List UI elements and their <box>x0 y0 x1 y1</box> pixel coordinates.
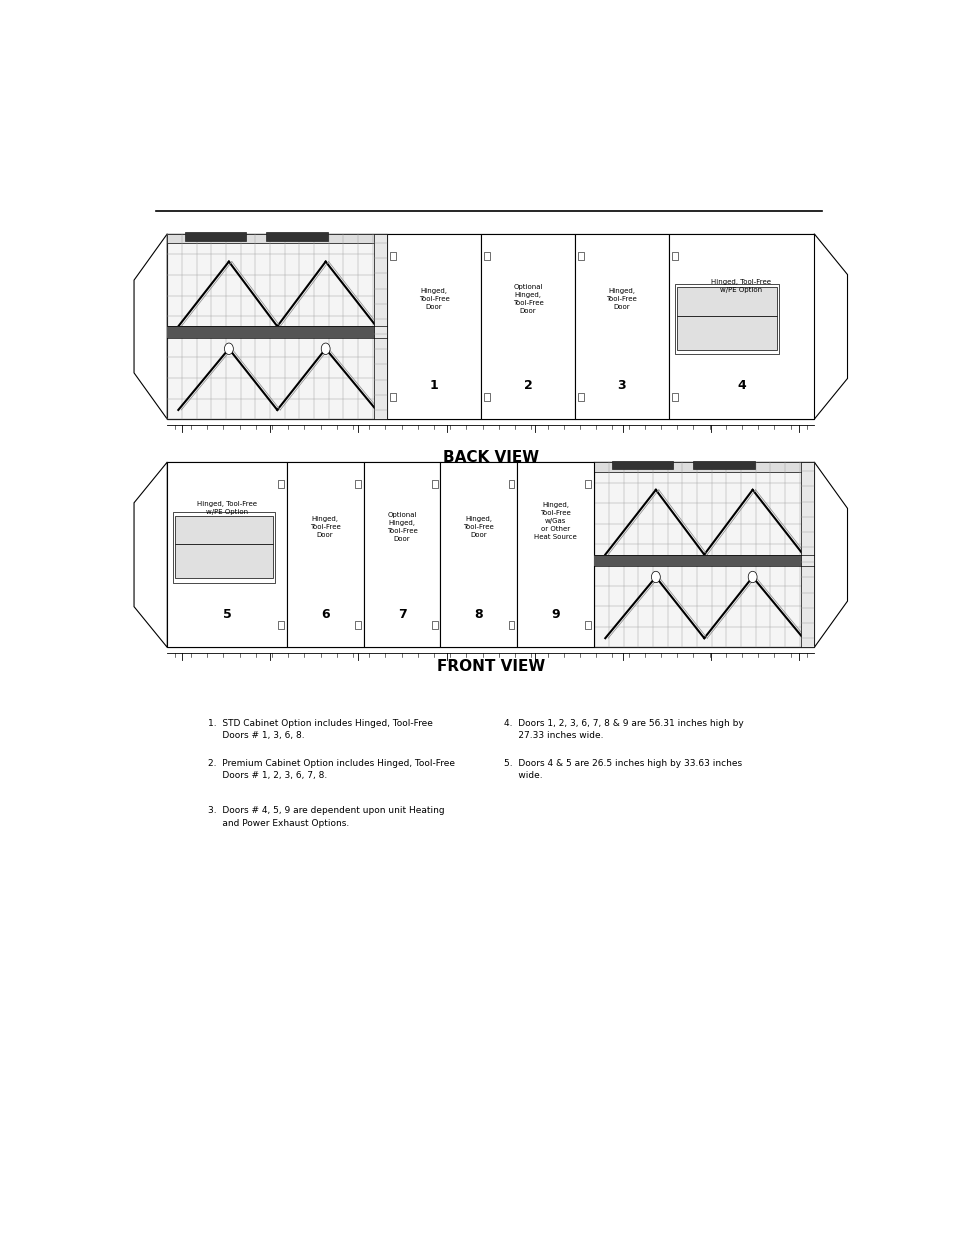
Bar <box>355 480 360 488</box>
Bar <box>167 233 387 419</box>
Bar <box>675 284 778 354</box>
Text: Optional
Hinged,
Tool-Free
Door: Optional Hinged, Tool-Free Door <box>512 284 543 314</box>
Bar <box>167 462 286 647</box>
Bar <box>431 621 437 629</box>
Bar <box>355 621 360 629</box>
Circle shape <box>747 572 757 583</box>
Bar <box>174 515 273 543</box>
Text: 1: 1 <box>430 379 438 393</box>
Text: 6: 6 <box>320 608 329 620</box>
Text: 1.  STD Cabinet Option includes Hinged, Tool-Free
     Doors # 1, 3, 6, 8.: 1. STD Cabinet Option includes Hinged, T… <box>208 719 433 740</box>
Text: Hinged,
Tool-Free
Door: Hinged, Tool-Free Door <box>418 288 449 310</box>
Polygon shape <box>133 462 167 647</box>
Text: Hinged,
Tool-Free
Door: Hinged, Tool-Free Door <box>606 288 637 310</box>
Bar <box>277 480 283 488</box>
Circle shape <box>321 343 330 354</box>
Text: FRONT VIEW: FRONT VIEW <box>436 659 544 674</box>
Bar <box>676 316 777 350</box>
Bar <box>483 252 490 259</box>
Bar <box>676 288 777 316</box>
Bar <box>483 393 490 401</box>
Bar <box>277 621 283 629</box>
Bar <box>431 480 437 488</box>
Bar <box>363 462 440 647</box>
Text: 5.  Doors 4 & 5 are 26.5 inches high by 33.63 inches
     wide.: 5. Doors 4 & 5 are 26.5 inches high by 3… <box>503 758 741 781</box>
Bar <box>174 543 273 578</box>
Bar <box>480 233 575 419</box>
Bar <box>671 252 677 259</box>
Bar <box>390 252 395 259</box>
Circle shape <box>651 572 659 583</box>
Text: 3.  Doors # 4, 5, 9 are dependent upon unit Heating
     and Power Exhaust Optio: 3. Doors # 4, 5, 9 are dependent upon un… <box>208 806 444 827</box>
Text: 4.  Doors 1, 2, 3, 6, 7, 8 & 9 are 56.31 inches high by
     27.33 inches wide.: 4. Doors 1, 2, 3, 6, 7, 8 & 9 are 56.31 … <box>503 719 742 740</box>
Bar <box>578 252 583 259</box>
Bar <box>173 513 274 583</box>
Text: 9: 9 <box>551 608 559 620</box>
Text: 2.  Premium Cabinet Option includes Hinged, Tool-Free
     Doors # 1, 2, 3, 6, 7: 2. Premium Cabinet Option includes Hinge… <box>208 758 455 781</box>
Bar <box>611 461 673 469</box>
Bar <box>185 232 246 241</box>
Text: Hinged,
Tool-Free
w/Gas
or Other
Heat Source: Hinged, Tool-Free w/Gas or Other Heat So… <box>534 503 577 541</box>
Text: 4: 4 <box>737 379 745 393</box>
Bar <box>594 555 813 566</box>
Bar <box>585 480 591 488</box>
Bar <box>578 393 583 401</box>
Bar <box>167 233 813 243</box>
Bar <box>668 233 813 419</box>
Bar <box>387 233 480 419</box>
Text: BACK VIEW: BACK VIEW <box>442 450 538 464</box>
Bar <box>440 462 517 647</box>
Text: 5: 5 <box>222 608 232 620</box>
Bar <box>266 232 328 241</box>
Bar <box>585 621 591 629</box>
Bar <box>508 621 514 629</box>
Polygon shape <box>813 233 846 419</box>
Bar <box>167 462 813 472</box>
Bar <box>517 462 594 647</box>
Text: 2: 2 <box>523 379 532 393</box>
Bar <box>167 233 813 419</box>
Bar <box>801 462 813 647</box>
Bar <box>671 393 677 401</box>
Bar <box>594 462 813 647</box>
Bar <box>167 462 813 647</box>
Bar <box>167 326 387 337</box>
Polygon shape <box>133 233 167 419</box>
Bar <box>374 233 387 419</box>
Bar <box>693 461 754 469</box>
Bar <box>508 480 514 488</box>
Text: Hinged, Tool-Free
w/PE Option: Hinged, Tool-Free w/PE Option <box>711 279 771 293</box>
Bar <box>390 393 395 401</box>
Text: Hinged,
Tool-Free
Door: Hinged, Tool-Free Door <box>463 516 494 538</box>
Polygon shape <box>813 462 846 647</box>
Text: Optional
Hinged,
Tool-Free
Door: Optional Hinged, Tool-Free Door <box>386 513 417 542</box>
Text: 3: 3 <box>617 379 625 393</box>
Text: Hinged,
Tool-Free
Door: Hinged, Tool-Free Door <box>310 516 340 538</box>
Text: Hinged, Tool-Free
w/PE Option: Hinged, Tool-Free w/PE Option <box>196 501 256 515</box>
Circle shape <box>224 343 233 354</box>
Bar <box>575 233 668 419</box>
Text: 7: 7 <box>397 608 406 620</box>
Text: 8: 8 <box>474 608 483 620</box>
Bar <box>286 462 363 647</box>
